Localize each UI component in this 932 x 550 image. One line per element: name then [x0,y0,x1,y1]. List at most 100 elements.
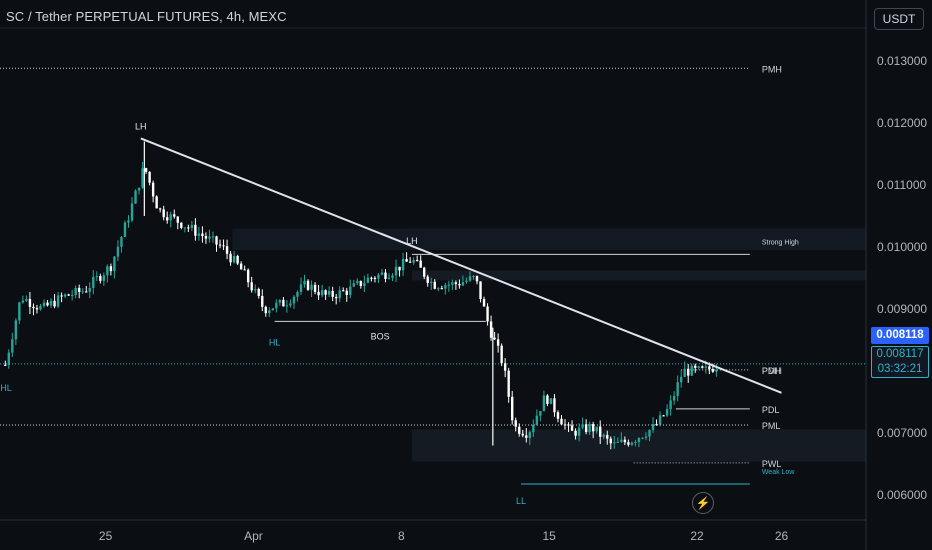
candle-body [42,302,46,307]
candle-body [602,434,605,437]
zone-band [232,228,867,251]
candle-body [658,415,662,425]
candle-body [141,168,144,188]
candle-body [349,286,352,295]
candle-body [49,300,53,306]
candle-body [472,275,475,277]
candle-body [394,266,398,276]
candle-body [239,263,243,270]
candle-body [148,171,151,183]
candle-body [458,284,461,286]
candle-body [327,290,331,295]
candle-body [715,369,718,372]
candle-body [444,285,447,289]
candle-body [690,365,693,376]
candle-body [246,269,250,283]
level-label: PDH [762,366,781,376]
candle-body [440,288,444,290]
candle-body [158,208,162,210]
level-label: PMH [762,64,782,74]
time-tick-label: Apr [244,529,263,543]
candle-body [81,291,84,293]
candle-body [243,269,246,271]
candle-body [370,277,373,279]
price-tick-label: 0.007000 [877,426,927,440]
price-tick-label: 0.006000 [877,488,927,502]
candle-body [338,290,341,299]
price-tick-label: 0.012000 [877,116,927,130]
candle-body [99,276,102,281]
candle-body [595,426,598,432]
candle-body [317,291,320,296]
candle-body [475,275,479,282]
candle-body [623,439,627,443]
candle-body [292,296,296,304]
candle-body [672,395,676,401]
candle-body [289,303,292,306]
candle-body [507,370,510,397]
candle-body [422,267,426,277]
candle-body [95,276,99,278]
price-tag-last: 0.008117 03:32:21 [871,346,929,378]
candle-body [433,281,436,289]
candle-body [197,233,201,236]
candle-body [271,308,275,311]
candle-body [687,368,690,376]
price-tick-label: 0.009000 [877,302,927,316]
time-tick-label: 26 [775,529,789,543]
candle-body [528,432,532,438]
candle-body [35,308,39,310]
chart-labels: LH LH HL HL LL BOS [0,121,526,505]
candle-body [711,369,715,372]
candle-body [70,295,74,297]
candle-body [496,339,500,346]
candle-body [701,366,704,368]
candle-body [63,294,67,297]
time-axis[interactable]: 25 Apr 8 15 22 26 [0,519,866,543]
level-label: Weak Low [762,469,795,476]
candle-body [525,435,528,438]
candle-body [669,400,672,410]
candle-body [606,434,609,439]
candle-body [155,196,158,209]
candle-body [18,302,21,321]
annotation-label: LH [135,121,147,131]
candle-body [461,282,465,286]
candle-body [584,424,588,433]
candle-body [630,442,634,445]
candle-body [408,261,412,263]
candle-body [296,292,299,297]
level-label: PWL [762,459,782,469]
currency-button[interactable]: USDT [874,8,924,30]
candle-body [25,299,28,301]
candle-body [387,277,391,279]
candle-body [236,255,239,264]
candle-body [599,426,602,437]
price-axis[interactable]: 0.0060000.0070000.0080000.0090000.010000… [865,0,927,550]
candle-body [363,282,366,287]
candle-body [535,415,539,425]
trendline[interactable] [140,137,782,394]
candle-body [21,300,25,303]
candle-body [261,296,264,307]
candle-body [577,427,581,436]
candle-body [180,222,183,228]
candle-body [46,302,49,306]
lightning-icon[interactable]: ⚡ [692,492,714,514]
candle-body [250,282,253,291]
candle-body [401,259,405,271]
candle-body [313,284,317,292]
time-tick-label: 15 [542,529,556,543]
candle-body [697,366,700,368]
candle-body [644,436,648,438]
candle-body [567,424,570,426]
candle-body [679,376,683,383]
candle-body [11,339,14,353]
candle-body [67,294,70,296]
candle-body [627,442,630,445]
candle-body [655,424,658,426]
candle-body [373,277,377,279]
candle-body [352,283,355,287]
